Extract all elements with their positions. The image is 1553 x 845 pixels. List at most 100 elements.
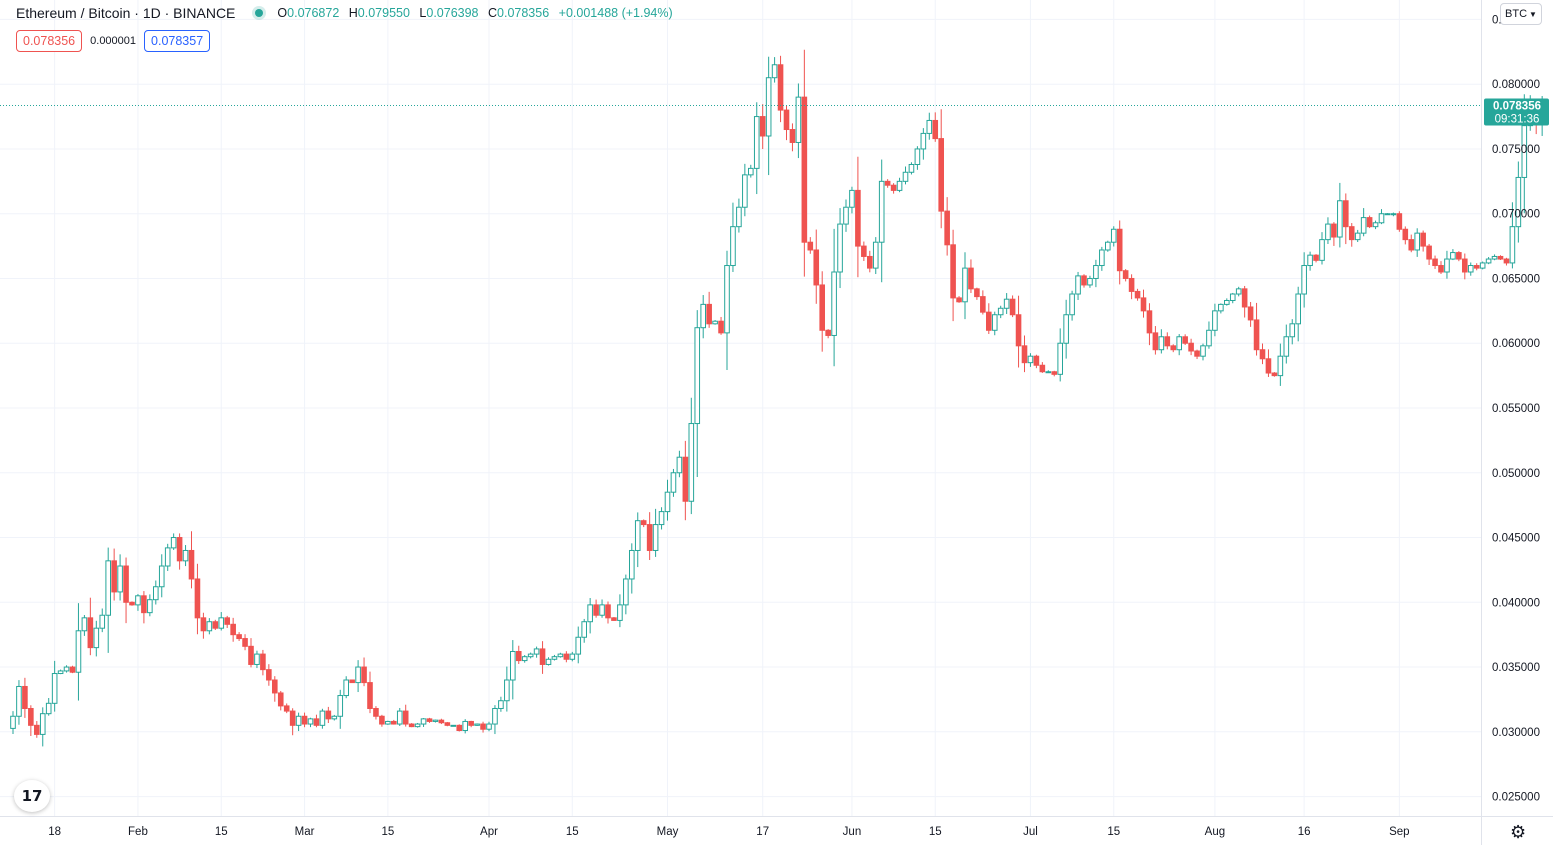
candle — [379, 714, 385, 727]
candle — [557, 652, 564, 658]
candle — [1473, 263, 1480, 271]
candle — [135, 594, 141, 611]
price-tick-label: 0.030000 — [1492, 727, 1540, 739]
candles — [10, 49, 1545, 747]
symbol-title[interactable]: Ethereum / Bitcoin · 1D · BINANCE — [16, 5, 236, 21]
candle — [1128, 274, 1135, 300]
candle — [777, 55, 784, 123]
candle — [438, 718, 445, 725]
candle — [652, 508, 659, 557]
high-value: 0.079550 — [357, 6, 410, 20]
candle — [355, 660, 361, 693]
price-tick-label: 0.055000 — [1492, 403, 1540, 415]
candle — [605, 601, 611, 624]
candle — [831, 228, 837, 367]
candle — [1075, 271, 1081, 300]
candle — [22, 677, 28, 718]
time-tick-label: Sep — [1389, 826, 1409, 838]
low-label: L — [419, 6, 427, 20]
candle — [498, 696, 504, 712]
candle — [248, 638, 254, 668]
candle — [765, 56, 772, 176]
candle — [825, 329, 831, 339]
candle — [93, 620, 100, 657]
candle — [521, 655, 528, 663]
currency-dropdown[interactable]: BTC ▼ — [1500, 3, 1542, 25]
candle — [872, 237, 879, 275]
time-tick-label: Aug — [1205, 826, 1225, 838]
spread-value: 0.000001 — [90, 35, 137, 47]
candle — [260, 649, 266, 676]
candle — [1414, 228, 1421, 257]
buy-price-button[interactable]: 0.078357 — [144, 30, 211, 52]
candle — [1402, 226, 1409, 245]
time-tick-label: 18 — [48, 826, 61, 838]
candle — [1206, 321, 1212, 349]
candle — [1116, 220, 1123, 285]
candle — [748, 164, 754, 178]
candle — [230, 617, 236, 642]
price-tick-label: 0.035000 — [1492, 662, 1540, 674]
candle — [266, 664, 272, 686]
candle — [1158, 329, 1165, 354]
candle — [1366, 215, 1373, 229]
candle — [926, 112, 933, 140]
candle — [1009, 295, 1016, 318]
candle — [843, 199, 849, 232]
candle — [670, 468, 677, 497]
candle — [254, 650, 260, 669]
candle — [391, 719, 397, 725]
candle — [1354, 229, 1361, 243]
market-status-icon[interactable] — [255, 9, 264, 17]
gear-icon[interactable]: ⚙ — [1510, 822, 1527, 842]
candle — [914, 146, 921, 170]
candle — [634, 512, 641, 568]
candle — [200, 612, 207, 639]
candle — [664, 479, 671, 521]
candle — [39, 707, 46, 747]
candle — [1277, 343, 1284, 386]
candle — [301, 712, 308, 728]
candle — [783, 105, 790, 141]
candle — [212, 619, 219, 631]
candle — [658, 507, 665, 530]
candle — [1194, 349, 1200, 360]
candle — [28, 705, 34, 736]
candle — [57, 669, 64, 675]
candle — [599, 599, 605, 618]
price-axis[interactable]: 0.0850000.0800000.0750000.0700000.065000… — [1492, 14, 1540, 803]
candle — [319, 708, 326, 729]
candle — [277, 690, 284, 711]
candle — [676, 450, 683, 478]
price-tick-label: 0.070000 — [1492, 209, 1540, 221]
candle — [1110, 226, 1117, 247]
price-tick-label: 0.060000 — [1492, 338, 1540, 350]
candle — [884, 179, 891, 188]
candle — [396, 707, 403, 726]
candle — [117, 554, 123, 601]
candle — [950, 229, 956, 322]
sell-price-button[interactable]: 0.078356 — [16, 30, 83, 52]
candle — [194, 563, 201, 635]
tradingview-logo-icon[interactable]: 17 — [14, 780, 50, 812]
time-axis[interactable]: 18 Feb 15 Mar 15 Apr 15 May 17 Jun 15 Jul 15 Aug 16 Sep — [48, 826, 1409, 838]
candle — [878, 159, 885, 283]
candle — [129, 601, 135, 606]
candle — [997, 305, 1004, 319]
candle — [789, 123, 796, 152]
chevron-down-icon: ▼ — [1529, 9, 1537, 19]
candle — [343, 676, 349, 699]
candle — [1390, 212, 1397, 217]
candle — [1093, 259, 1099, 288]
candle — [736, 198, 742, 233]
candle — [1456, 251, 1462, 262]
candle — [331, 714, 338, 721]
candle — [1051, 370, 1058, 377]
candle — [123, 557, 129, 624]
low-value: 0.076398 — [426, 6, 479, 20]
candle — [1420, 230, 1426, 252]
candle — [1283, 324, 1290, 364]
candle — [1467, 262, 1474, 276]
time-tick-label: Feb — [128, 826, 148, 838]
